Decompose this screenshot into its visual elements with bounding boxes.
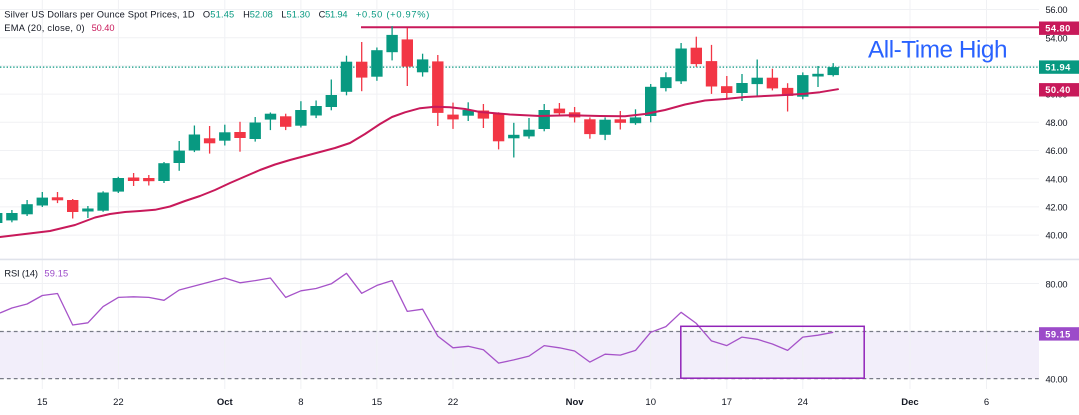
svg-text:15: 15 bbox=[372, 397, 383, 408]
svg-text:EMA (20, close, 0): EMA (20, close, 0) bbox=[4, 23, 84, 33]
svg-text:51.94: 51.94 bbox=[1045, 63, 1071, 73]
svg-text:Dec: Dec bbox=[901, 397, 918, 408]
svg-text:17: 17 bbox=[722, 397, 733, 408]
svg-text:6: 6 bbox=[984, 397, 989, 408]
svg-text:22: 22 bbox=[448, 397, 459, 408]
svg-text:Silver US Dollars per Ounce Sp: Silver US Dollars per Ounce Spot Prices,… bbox=[4, 9, 195, 19]
svg-text:Nov: Nov bbox=[566, 397, 585, 408]
svg-text:All-Time High: All-Time High bbox=[868, 36, 1008, 63]
svg-text:56.00: 56.00 bbox=[1046, 5, 1068, 15]
svg-text:10: 10 bbox=[645, 397, 656, 408]
svg-text:22: 22 bbox=[113, 397, 124, 408]
svg-text:40.00: 40.00 bbox=[1046, 375, 1068, 385]
svg-text:50.40: 50.40 bbox=[1045, 85, 1070, 95]
svg-text:80.00: 80.00 bbox=[1046, 280, 1068, 290]
svg-text:Oct: Oct bbox=[217, 397, 234, 408]
svg-text:54.80: 54.80 bbox=[1045, 24, 1070, 34]
svg-text:+0.50 (+0.97%): +0.50 (+0.97%) bbox=[356, 9, 430, 19]
svg-text:46.00: 46.00 bbox=[1046, 146, 1068, 156]
svg-text:O51.45: O51.45 bbox=[203, 9, 234, 19]
svg-text:C51.94: C51.94 bbox=[319, 9, 348, 19]
svg-text:54.00: 54.00 bbox=[1046, 33, 1068, 43]
svg-text:48.00: 48.00 bbox=[1046, 118, 1068, 128]
svg-text:RSI (14): RSI (14) bbox=[4, 268, 38, 278]
svg-text:H52.08: H52.08 bbox=[243, 9, 273, 19]
svg-text:42.00: 42.00 bbox=[1046, 202, 1068, 212]
svg-text:40.00: 40.00 bbox=[1046, 231, 1068, 241]
svg-text:15: 15 bbox=[37, 397, 48, 408]
svg-text:59.15: 59.15 bbox=[44, 268, 68, 278]
svg-text:50.40: 50.40 bbox=[92, 23, 115, 33]
svg-text:59.15: 59.15 bbox=[1045, 329, 1070, 339]
svg-text:L51.30: L51.30 bbox=[281, 9, 310, 19]
svg-text:44.00: 44.00 bbox=[1046, 174, 1068, 184]
svg-text:24: 24 bbox=[798, 397, 809, 408]
svg-text:8: 8 bbox=[298, 397, 303, 408]
